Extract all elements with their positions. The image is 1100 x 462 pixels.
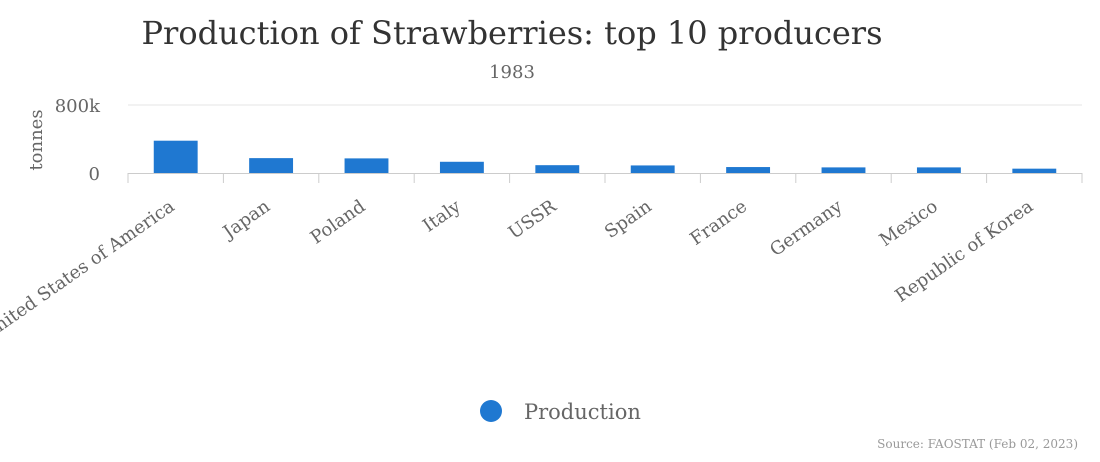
chart-subtitle: 1983 bbox=[489, 62, 535, 83]
bars-layer bbox=[153, 140, 1057, 173]
x-category-label: Poland bbox=[307, 196, 370, 249]
chart-title: Production of Strawberries: top 10 produ… bbox=[141, 14, 882, 52]
bar[interactable] bbox=[344, 158, 389, 173]
y-tick-label: 0 bbox=[89, 164, 100, 185]
bar[interactable] bbox=[916, 167, 961, 173]
y-tick-label: 800k bbox=[55, 96, 101, 117]
x-axis: United States of America Japan Poland Italy… bbox=[0, 173, 1083, 345]
x-category-label: Italy bbox=[419, 195, 465, 236]
bar[interactable] bbox=[1012, 168, 1057, 173]
grid-layer: 0 800k bbox=[55, 96, 1082, 185]
bar[interactable] bbox=[535, 165, 580, 173]
bar[interactable] bbox=[153, 140, 198, 173]
legend[interactable]: Production bbox=[480, 400, 641, 424]
bar[interactable] bbox=[439, 161, 484, 173]
bar[interactable] bbox=[630, 165, 675, 173]
x-category-label: France bbox=[686, 196, 751, 250]
source-note: Source: FAOSTAT (Feb 02, 2023) bbox=[877, 437, 1078, 451]
x-category-label: Spain bbox=[601, 196, 656, 243]
x-category-label: Mexico bbox=[876, 196, 942, 251]
x-category-label: USSR bbox=[505, 196, 561, 244]
x-category-label: United States of America bbox=[0, 196, 179, 345]
bar[interactable] bbox=[821, 167, 866, 173]
bar[interactable] bbox=[249, 158, 294, 173]
x-category-label: Japan bbox=[218, 196, 274, 244]
bar[interactable] bbox=[726, 167, 771, 173]
legend-marker[interactable] bbox=[480, 400, 502, 422]
y-axis-label: tonnes bbox=[26, 109, 47, 170]
legend-label[interactable]: Production bbox=[524, 400, 641, 424]
x-category-label: Germany bbox=[766, 195, 847, 260]
